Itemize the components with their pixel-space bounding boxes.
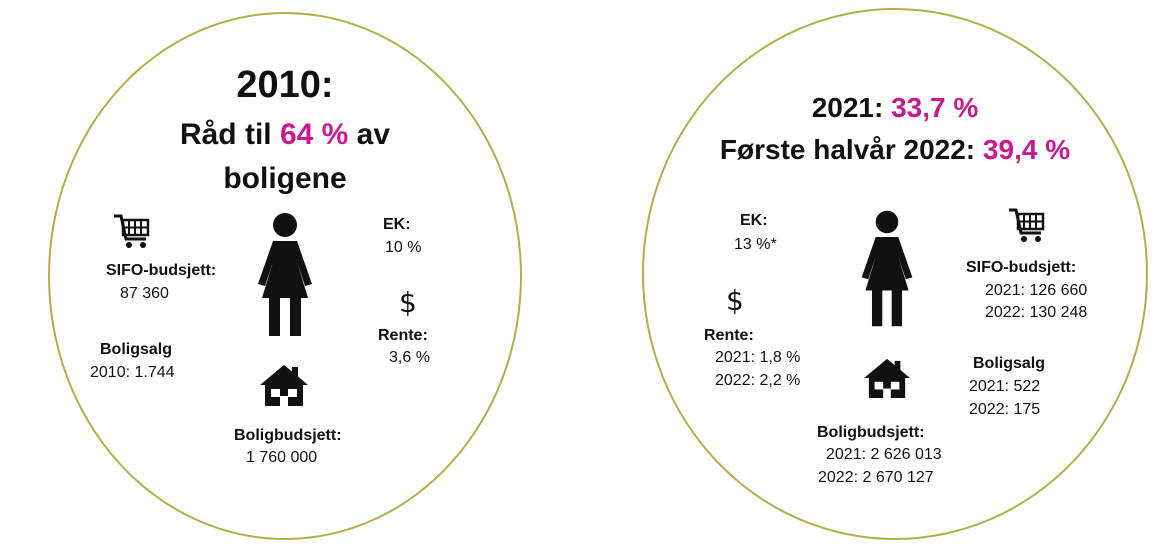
shopping-cart-icon — [1007, 206, 1047, 244]
left-boligsalg-label: Boligsalg — [100, 341, 173, 358]
right-rente-value-2021: 2021: 1,8 % — [715, 349, 801, 366]
left-sifo-label: SIFO-budsjett: — [106, 262, 217, 279]
right-boligsalg-label: Boligsalg — [973, 355, 1046, 372]
left-line2-pre: Råd til — [179, 118, 280, 151]
left-title-line3: boligene — [48, 162, 522, 196]
left-boligsalg-value: 2010: 1.744 — [90, 364, 175, 381]
right-circle-2021-2022 — [642, 8, 1148, 540]
shopping-cart-icon — [112, 212, 152, 250]
right-rente-value-2022: 2022: 2,2 % — [715, 372, 801, 389]
left-title-line2: Råd til 64 % av — [48, 118, 522, 152]
house-icon — [862, 357, 912, 399]
left-rente-value: 3,6 % — [389, 349, 430, 366]
left-title-year-text: 2010: — [236, 64, 334, 106]
left-title-year: 2010: — [48, 64, 522, 107]
right-boligbudsjett-label: Boligbudsjett: — [817, 424, 925, 441]
right-sifo-value-2021: 2021: 126 660 — [985, 282, 1088, 299]
right-sifo-label: SIFO-budsjett: — [966, 259, 1077, 276]
woman-icon — [252, 212, 318, 336]
left-ek-value: 10 % — [385, 239, 422, 256]
right-boligbudsjett-value-2021: 2021: 2 626 013 — [826, 446, 942, 463]
right-sifo-value-2022: 2022: 130 248 — [985, 304, 1088, 321]
right-2022-highlight: 39,4 % — [982, 134, 1071, 165]
right-line2-pre: Første halvår 2022: — [719, 134, 983, 165]
right-2021-highlight: 33,7 % — [891, 92, 979, 123]
left-sifo-value: 87 360 — [120, 285, 169, 302]
right-boligsalg-value-2021: 2021: 522 — [969, 378, 1041, 395]
right-line1-pre: 2021: — [811, 92, 892, 123]
left-percentage-highlight: 64 % — [279, 118, 349, 151]
right-rente-label: Rente: — [704, 327, 754, 344]
left-ek-label: EK: — [383, 216, 411, 233]
left-boligbudsjett-value: 1 760 000 — [246, 449, 318, 466]
house-icon — [258, 363, 310, 407]
right-ek-label: EK: — [740, 212, 768, 229]
dollar-icon: $ — [399, 286, 417, 319]
right-ek-value: 13 %* — [734, 236, 777, 253]
left-line3-text: boligene — [223, 162, 347, 195]
left-rente-label: Rente: — [378, 327, 428, 344]
right-boligbudsjett-value-2022: 2022: 2 670 127 — [818, 469, 934, 486]
left-circle-2010 — [48, 12, 522, 540]
right-title-line1: 2021: 33,7 % — [642, 92, 1148, 124]
woman-icon — [856, 207, 918, 329]
dollar-icon: $ — [726, 284, 744, 317]
left-boligbudsjett-label: Boligbudsjett: — [234, 427, 342, 444]
right-title-line2: Første halvår 2022: 39,4 % — [642, 134, 1148, 166]
left-line2-post: av — [348, 118, 391, 151]
right-boligsalg-value-2022: 2022: 175 — [969, 401, 1041, 418]
